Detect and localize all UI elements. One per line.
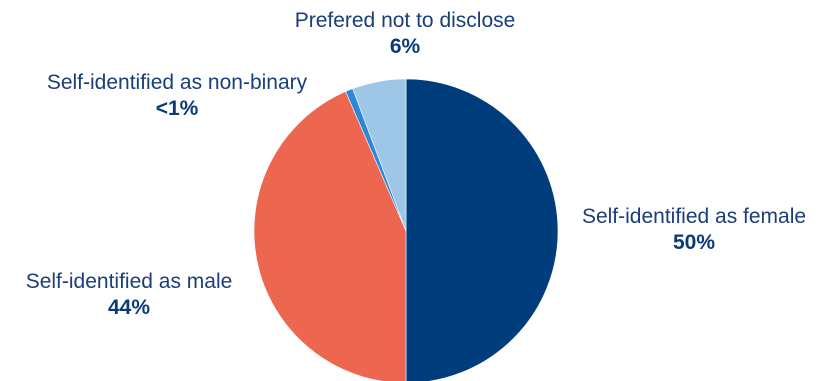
slice-value-female: 50%	[672, 231, 716, 255]
slice-male	[253, 91, 407, 381]
slice-not-disclosed	[352, 78, 407, 232]
slice-female	[405, 78, 559, 381]
label-non-binary: Self-identified as non-binary <1%	[22, 70, 332, 123]
slice-value-non-binary: <1%	[155, 97, 199, 121]
slice-value-male: 44%	[107, 296, 151, 320]
slice-label-not-disclosed: Prefered not to disclose	[294, 9, 516, 32]
label-not-disclosed: Prefered not to disclose 6%	[250, 8, 560, 61]
slice-label-non-binary: Self-identified as non-binary	[46, 71, 308, 94]
slice-label-male: Self-identified as male	[25, 270, 233, 293]
slice-label-female: Self-identified as female	[581, 205, 807, 228]
label-female: Self-identified as female 50%	[564, 204, 824, 257]
label-male: Self-identified as male 44%	[0, 269, 258, 322]
slice-value-not-disclosed: 6%	[389, 35, 421, 59]
